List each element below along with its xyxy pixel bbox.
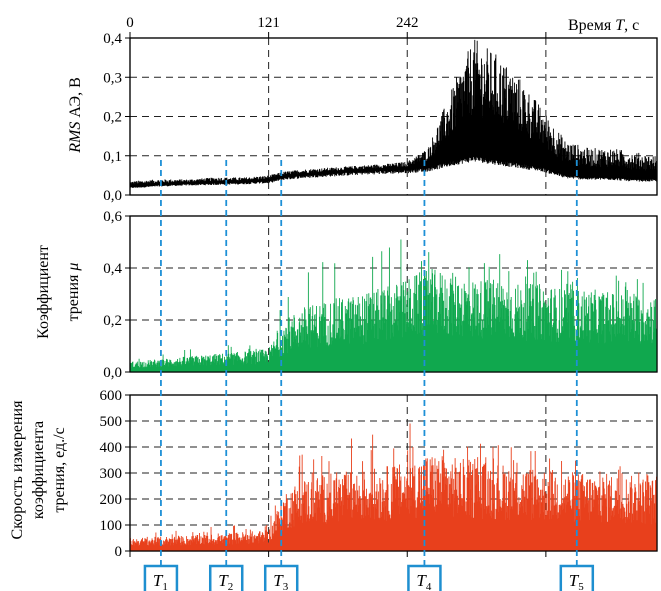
- y-tick-label: 600: [100, 388, 123, 404]
- y-tick-label: 0,0: [103, 365, 122, 381]
- y-tick-label: 0,4: [103, 31, 122, 47]
- marker-box-t3: [263, 564, 299, 591]
- y-tick-label: 400: [100, 440, 123, 456]
- x-tick-label: 242: [396, 15, 419, 31]
- x-tick-label: 121: [257, 15, 280, 31]
- series-middle: [129, 239, 658, 372]
- panel-frame-top-middle: [129, 215, 658, 373]
- y-tick-label: 500: [100, 414, 123, 430]
- marker-box-t5: [559, 564, 595, 591]
- series-top: [129, 39, 658, 188]
- marker-box-t2: [208, 564, 244, 591]
- y-tick-label: 0,2: [103, 313, 122, 329]
- panel-middle: 0,0 0,2 0,4 0,6: [103, 209, 658, 381]
- middle-y-axis-label: Коэффициент: [35, 245, 52, 339]
- marker-box-t4: [407, 564, 442, 591]
- top-y-axis-label: RMS АЭ, В: [67, 77, 84, 154]
- chart-panels: 0,0 0,1 0,2 0,3 0,4 0,0 0,2 0,4 0,6 0 100 200 300 400…: [100, 31, 658, 560]
- y-tick-label: 200: [100, 492, 123, 508]
- y-tick-label: 0,3: [103, 70, 122, 86]
- panel-top: 0,0 0,1 0,2 0,3 0,4: [103, 31, 658, 204]
- panel-bottom: 0 100 200 300 400 500 600: [100, 388, 658, 560]
- y-tick-label: 0,2: [103, 110, 122, 126]
- y-tick-label: 0,1: [103, 149, 122, 165]
- marker-label-t4: T4: [416, 571, 431, 591]
- marker-label-t3: T3: [273, 571, 288, 591]
- time-markers: T1 T2 T3 T4 T5: [143, 160, 595, 591]
- x-tick-label: 0: [126, 15, 134, 31]
- y-tick-label: 0,6: [103, 209, 122, 225]
- panel-frame-top-top: [129, 37, 658, 196]
- middle-y-axis-label-line2: трения μ: [65, 263, 82, 322]
- marker-label-t2: T2: [218, 571, 233, 591]
- y-tick-label: 100: [100, 518, 123, 534]
- y-tick-label: 0: [115, 544, 123, 560]
- y-tick-label: 0,4: [103, 261, 122, 277]
- bottom-y-axis-label-line3: трения, ед./с: [51, 427, 68, 512]
- marker-label-t5: T5: [569, 571, 584, 591]
- panel-frame-top-bottom: [129, 394, 658, 552]
- marker-label-t1: T1: [153, 571, 168, 591]
- y-tick-label: 300: [100, 466, 123, 482]
- bottom-y-axis-label-line2: коэффициента: [30, 421, 47, 519]
- y-tick-label: 0,0: [103, 188, 122, 204]
- bottom-y-axis-label-line1: Скорость измерения: [9, 400, 26, 540]
- marker-box-t1: [143, 564, 179, 591]
- series-bottom: [129, 423, 658, 551]
- x-axis-label: Время T, с: [568, 17, 639, 34]
